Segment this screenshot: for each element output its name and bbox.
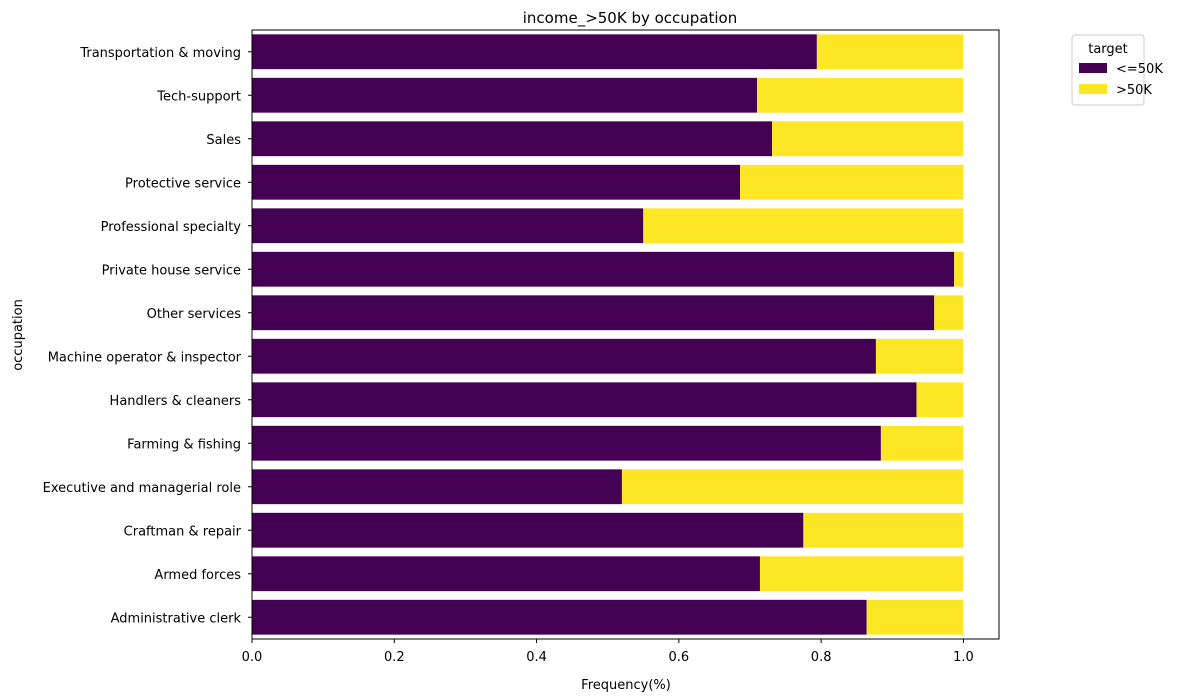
y-tick-label: Craftman & repair bbox=[124, 524, 242, 539]
x-tick-label: 0.6 bbox=[669, 650, 690, 665]
y-tick-label: Private house service bbox=[102, 263, 241, 278]
bar-executive-and-managerial-role-le50k bbox=[252, 469, 622, 505]
bar-protective-service-gt50k bbox=[740, 164, 964, 200]
bar-handlers-cleaners-gt50k bbox=[916, 382, 964, 418]
legend-title: target bbox=[1088, 42, 1128, 57]
bar-administrative-clerk-gt50k bbox=[866, 599, 964, 635]
y-tick-label: Sales bbox=[206, 133, 241, 148]
x-axis-label: Frequency(%) bbox=[581, 678, 671, 693]
bars-group bbox=[252, 34, 964, 635]
bar-executive-and-managerial-role-gt50k bbox=[621, 469, 964, 505]
bar-craftman-repair-le50k bbox=[252, 512, 804, 548]
y-tick-label: Tech-support bbox=[156, 89, 241, 104]
y-tick-label: Executive and managerial role bbox=[43, 481, 241, 496]
chart-title: income_>50K by occupation bbox=[523, 9, 738, 28]
bar-tech-support-gt50k bbox=[757, 77, 964, 113]
x-tick-label: 0.8 bbox=[811, 650, 832, 665]
legend-label-le50k: <=50K bbox=[1116, 62, 1163, 77]
y-tick-label: Professional specialty bbox=[101, 220, 242, 235]
bar-private-house-service-le50k bbox=[252, 251, 955, 287]
bar-sales-gt50k bbox=[772, 121, 964, 157]
bar-professional-specialty-gt50k bbox=[643, 208, 964, 244]
x-ticks: 0.0 0.2 0.4 0.6 0.8 1.0 bbox=[242, 639, 974, 665]
bar-professional-specialty-le50k bbox=[252, 208, 644, 244]
y-tick-label: Armed forces bbox=[154, 568, 241, 583]
bar-administrative-clerk-le50k bbox=[252, 599, 867, 635]
bar-transportation-moving-gt50k bbox=[816, 34, 964, 70]
legend: target <=50K >50K bbox=[1071, 34, 1163, 106]
legend-label-gt50k: >50K bbox=[1116, 83, 1152, 98]
y-tick-label: Handlers & cleaners bbox=[110, 394, 242, 409]
y-tick-label: Protective service bbox=[125, 176, 241, 191]
bar-tech-support-le50k bbox=[252, 77, 758, 113]
legend-swatch-gt50k bbox=[1079, 84, 1107, 94]
x-tick-label: 0.4 bbox=[526, 650, 547, 665]
y-tick-label: Machine operator & inspector bbox=[48, 350, 242, 365]
bar-private-house-service-gt50k bbox=[954, 251, 964, 287]
bar-other-services-le50k bbox=[252, 295, 935, 331]
x-tick-label: 0.2 bbox=[384, 650, 405, 665]
bar-craftman-repair-gt50k bbox=[803, 512, 964, 548]
x-tick-label: 1.0 bbox=[953, 650, 974, 665]
bar-machine-operator-inspector-gt50k bbox=[875, 338, 964, 374]
bar-armed-forces-le50k bbox=[252, 556, 760, 592]
bar-armed-forces-gt50k bbox=[759, 556, 964, 592]
y-axis-label: occupation bbox=[11, 299, 26, 371]
bar-transportation-moving-le50k bbox=[252, 34, 817, 70]
bar-sales-le50k bbox=[252, 121, 773, 157]
bar-protective-service-le50k bbox=[252, 164, 741, 200]
bar-farming-fishing-le50k bbox=[252, 425, 881, 461]
y-tick-label: Other services bbox=[147, 307, 242, 322]
bar-other-services-gt50k bbox=[934, 295, 964, 331]
legend-swatch-le50k bbox=[1079, 63, 1107, 73]
x-tick-label: 0.0 bbox=[242, 650, 263, 665]
y-tick-labels: Administrative clerk Armed forces Craftman… bbox=[43, 46, 252, 626]
bar-machine-operator-inspector-le50k bbox=[252, 338, 876, 374]
bar-farming-fishing-gt50k bbox=[880, 425, 964, 461]
y-tick-label: Farming & fishing bbox=[127, 437, 241, 452]
plot-frame bbox=[251, 29, 1000, 640]
y-tick-label: Transportation & moving bbox=[79, 46, 241, 61]
bar-handlers-cleaners-le50k bbox=[252, 382, 917, 418]
y-tick-label: Administrative clerk bbox=[111, 611, 242, 626]
